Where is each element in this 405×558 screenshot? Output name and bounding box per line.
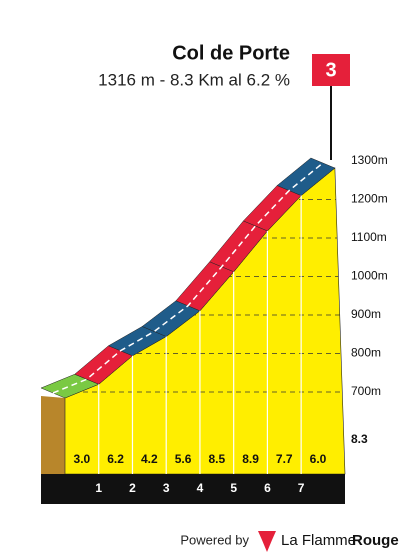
gradient-label: 4.2	[141, 452, 158, 466]
category-label: 3	[325, 59, 336, 81]
profile-face	[64, 167, 346, 475]
gradient-segment	[276, 157, 336, 196]
y-tick-label: 1100m	[351, 230, 387, 244]
y-tick-label: 1000m	[351, 269, 388, 283]
x-tick-label: 5	[230, 481, 237, 495]
x-tick-label: 7	[298, 481, 305, 495]
brand-a: La Flamme	[281, 532, 356, 549]
brand-b: Rouge	[352, 532, 399, 549]
y-tick-label: 700m	[351, 384, 381, 398]
x-tick-label: 4	[197, 481, 204, 495]
chart-title: Col de Porte	[172, 42, 290, 64]
gradient-label: 3.0	[74, 452, 91, 466]
x-tick-label: 6	[264, 481, 271, 495]
base-band	[41, 474, 345, 504]
end-face	[41, 396, 65, 488]
gradient-label: 6.0	[310, 452, 327, 466]
ribbon-centre	[52, 162, 324, 394]
y-tick-label: 800m	[351, 346, 381, 360]
gradient-label: 8.5	[208, 452, 225, 466]
gradient-label: 6.2	[107, 452, 124, 466]
chart-subtitle: 1316 m - 8.3 Km al 6.2 %	[98, 70, 290, 89]
gradient-label: 7.7	[276, 452, 293, 466]
gradient-label: 5.6	[175, 452, 192, 466]
powered-by: Powered by	[180, 532, 249, 547]
logo-icon	[258, 531, 276, 552]
x-tick-label: 1	[95, 481, 102, 495]
x-tick-label: 8.3	[351, 432, 368, 446]
x-tick-label: 2	[129, 481, 136, 495]
x-tick-label: 3	[163, 481, 170, 495]
y-tick-label: 1300m	[351, 153, 388, 167]
category-flag	[312, 54, 350, 86]
y-tick-label: 900m	[351, 307, 381, 321]
footer: Powered by La Flamme Rouge	[180, 531, 399, 552]
gradient-label: 8.9	[242, 452, 259, 466]
y-tick-label: 1200m	[351, 192, 388, 206]
